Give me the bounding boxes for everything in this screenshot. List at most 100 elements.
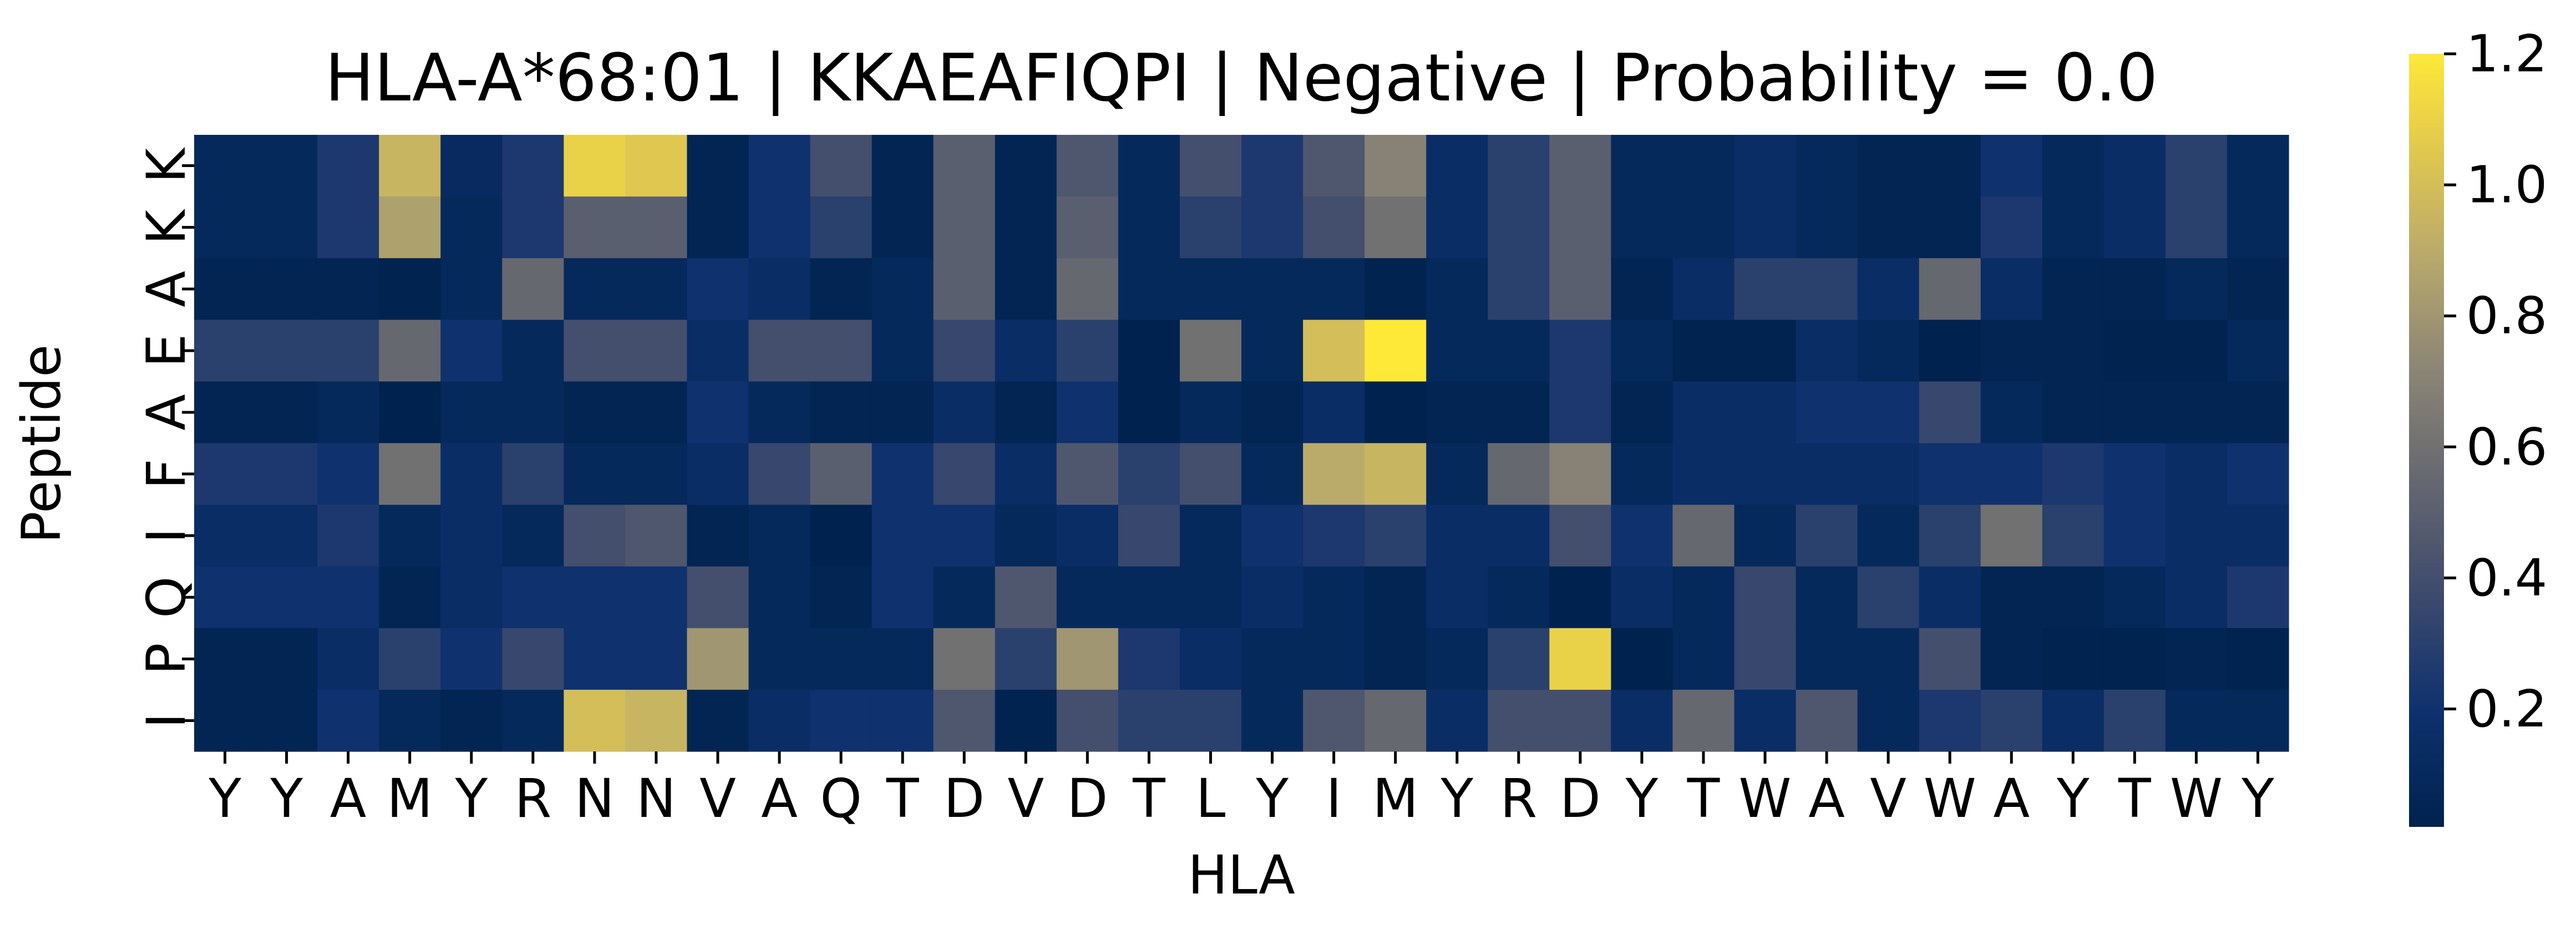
heatmap-cell <box>1919 258 1981 320</box>
heatmap-cell <box>194 628 256 690</box>
heatmap-cell <box>1179 689 1242 752</box>
heatmap-cell <box>2042 504 2105 567</box>
heatmap-cell <box>2042 628 2105 690</box>
heatmap-cell <box>1611 196 1674 259</box>
heatmap-cell <box>1919 628 1981 690</box>
heatmap-cell <box>1426 196 1488 259</box>
heatmap-cell <box>1796 443 1858 506</box>
heatmap-cell <box>1611 320 1674 382</box>
heatmap-cell <box>625 320 688 382</box>
x-tick-label: N <box>636 768 676 830</box>
y-tick-label: I <box>135 528 197 543</box>
heatmap-cell <box>748 689 811 752</box>
y-tick-label: F <box>135 458 197 489</box>
heatmap-cell <box>2165 381 2228 444</box>
heatmap-cell <box>1488 258 1550 320</box>
heatmap-cell <box>1488 196 1550 259</box>
heatmap-cell <box>2227 320 2289 382</box>
heatmap-cell <box>317 196 379 259</box>
heatmap-cell <box>317 504 379 567</box>
heatmap-cell <box>2227 566 2289 629</box>
heatmap-cell <box>1426 381 1488 444</box>
heatmap-cell <box>1611 381 1674 444</box>
x-tick-label: M <box>387 768 433 830</box>
heatmap-cell <box>1919 504 1981 567</box>
y-tick-label: Q <box>135 576 197 618</box>
heatmap-cell <box>194 381 256 444</box>
heatmap-cell <box>871 566 934 629</box>
heatmap-cell <box>1179 443 1242 506</box>
heatmap-cell <box>810 320 873 382</box>
heatmap-cell <box>1118 504 1180 567</box>
heatmap-cell <box>2103 381 2166 444</box>
heatmap-cell <box>748 628 811 690</box>
heatmap-cell <box>1056 443 1119 506</box>
heatmap-cell <box>1857 196 1920 259</box>
heatmap-cell <box>933 566 996 629</box>
chart-title: HLA-A*68:01 | KKAEAFIQPI | Negative | Pr… <box>325 39 2158 116</box>
x-tick-label: D <box>1560 768 1601 830</box>
heatmap-cell <box>1056 689 1119 752</box>
x-tick-label: V <box>699 768 736 830</box>
heatmap-cell <box>871 135 934 197</box>
heatmap-cell <box>440 628 503 690</box>
heatmap-cell <box>2042 320 2105 382</box>
x-tick-label: T <box>1132 768 1165 830</box>
heatmap-cell <box>1611 566 1674 629</box>
heatmap-cell <box>379 628 441 690</box>
heatmap-cell <box>1672 135 1735 197</box>
heatmap-cell <box>564 443 626 506</box>
heatmap-cell <box>1796 381 1858 444</box>
heatmap-cell <box>1980 196 2043 259</box>
heatmap-cell <box>1980 258 2043 320</box>
heatmap-cell <box>1549 689 1611 752</box>
heatmap-cell <box>1611 689 1674 752</box>
heatmap-cell <box>1980 689 2043 752</box>
heatmap-cell <box>933 258 996 320</box>
heatmap-cell <box>1857 258 1920 320</box>
heatmap-cell <box>2103 135 2166 197</box>
heatmap-cell <box>1365 381 1427 444</box>
heatmap-cell <box>871 628 934 690</box>
heatmap-cell <box>1488 689 1550 752</box>
y-axis-ticks: KKAEAFIQPI <box>135 147 197 729</box>
heatmap-cell <box>1179 196 1242 259</box>
heatmap-cell <box>1179 258 1242 320</box>
heatmap-cell <box>256 689 318 752</box>
heatmap-cell <box>1734 135 1797 197</box>
heatmap-cell <box>194 566 256 629</box>
heatmap-cell <box>748 258 811 320</box>
heatmap-cell <box>379 689 441 752</box>
heatmap-cell <box>1549 628 1611 690</box>
heatmap-cells <box>194 135 2289 752</box>
y-tick-label: A <box>135 394 197 431</box>
heatmap-cell <box>256 258 318 320</box>
heatmap-cell <box>1796 628 1858 690</box>
heatmap-cell <box>1179 504 1242 567</box>
y-tick-label: E <box>135 334 197 368</box>
heatmap-cell <box>1118 258 1180 320</box>
y-tick-label: I <box>135 713 197 728</box>
heatmap-cell <box>502 628 564 690</box>
heatmap-cell <box>2103 443 2166 506</box>
heatmap-cell <box>1980 320 2043 382</box>
heatmap-cell <box>2042 443 2105 506</box>
heatmap-cell <box>625 628 688 690</box>
x-tick-label: I <box>1326 768 1341 830</box>
heatmap-cell <box>1672 381 1735 444</box>
heatmap-cell <box>564 320 626 382</box>
heatmap-cell <box>1488 566 1550 629</box>
heatmap-cell <box>1980 628 2043 690</box>
heatmap-cell <box>1734 320 1797 382</box>
heatmap-cell <box>748 320 811 382</box>
heatmap-cell <box>1980 135 2043 197</box>
x-tick-label: A <box>1808 768 1845 830</box>
heatmap-cell <box>1118 381 1180 444</box>
heatmap-cell <box>440 258 503 320</box>
heatmap-cell <box>1734 566 1797 629</box>
heatmap-cell <box>1056 320 1119 382</box>
heatmap-cell <box>1365 566 1427 629</box>
heatmap-cell <box>1672 504 1735 567</box>
heatmap-cell <box>317 135 379 197</box>
heatmap-cell <box>379 258 441 320</box>
